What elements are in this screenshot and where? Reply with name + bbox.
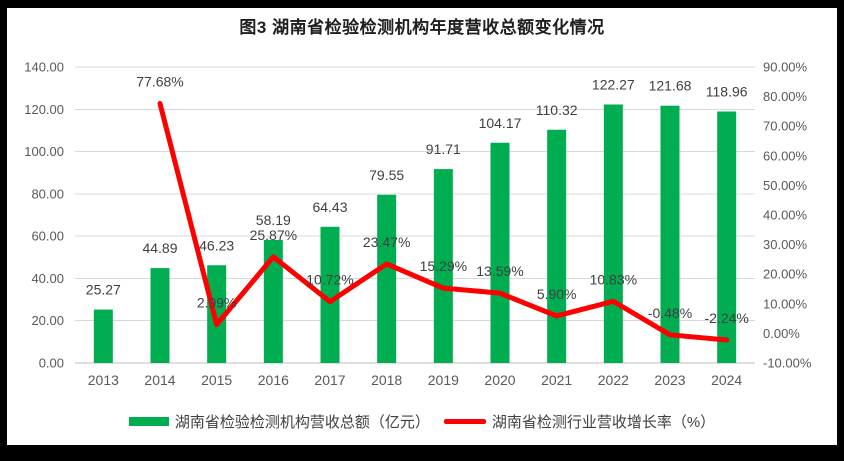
left-axis-tick: 100.00 bbox=[24, 144, 64, 159]
category-label-2013: 2013 bbox=[88, 372, 119, 388]
category-label-2020: 2020 bbox=[484, 372, 515, 388]
left-axis-tick: 140.00 bbox=[24, 60, 64, 75]
growth-value-label-2015: 2.99% bbox=[197, 295, 237, 311]
growth-value-label-2024: -2.24% bbox=[704, 310, 748, 326]
bar-value-label-2015: 46.23 bbox=[199, 237, 234, 253]
growth-value-label-2022: 10.83% bbox=[590, 271, 637, 287]
left-axis-tick: 80.00 bbox=[31, 186, 64, 201]
category-label-2016: 2016 bbox=[258, 372, 289, 388]
bar-2023 bbox=[660, 105, 680, 364]
bar-2019 bbox=[433, 169, 453, 363]
right-axis-tick: 40.00% bbox=[763, 208, 808, 223]
category-label-2021: 2021 bbox=[541, 372, 572, 388]
left-axis-tick: 40.00 bbox=[31, 271, 64, 286]
bar-value-label-2020: 104.17 bbox=[479, 115, 522, 131]
right-axis-tick: 70.00% bbox=[763, 119, 808, 134]
right-axis-tick: 80.00% bbox=[763, 89, 808, 104]
bar-2024 bbox=[717, 111, 737, 363]
bar-value-label-2019: 91.71 bbox=[426, 141, 461, 157]
category-label-2024: 2024 bbox=[711, 372, 742, 388]
right-axis-tick: 10.00% bbox=[763, 296, 808, 311]
chart-background bbox=[7, 8, 837, 445]
bar-2021 bbox=[547, 129, 567, 363]
bar-value-label-2017: 64.43 bbox=[312, 199, 347, 215]
right-axis-tick: 0.00% bbox=[763, 326, 800, 341]
bar-2020 bbox=[490, 142, 510, 363]
legend-revenue-label: 湖南省检验检测机构营收总额（亿元） bbox=[174, 414, 430, 431]
growth-line bbox=[157, 100, 730, 343]
left-axis-tick: 60.00 bbox=[31, 229, 64, 244]
bar-2013 bbox=[93, 309, 113, 363]
bar-value-label-2016: 58.19 bbox=[256, 212, 291, 228]
growth-value-label-2020: 13.59% bbox=[476, 263, 523, 279]
right-axis-tick: 50.00% bbox=[763, 178, 808, 193]
growth-value-label-2016: 25.87% bbox=[250, 227, 297, 243]
right-axis-tick: 60.00% bbox=[763, 148, 808, 163]
growth-value-label-2021: 5.90% bbox=[537, 286, 577, 302]
growth-value-label-2023: -0.48% bbox=[648, 305, 692, 321]
growth-value-label-2018: 23.47% bbox=[363, 234, 410, 250]
category-label-2017: 2017 bbox=[314, 372, 345, 388]
right-axis-tick: 90.00% bbox=[763, 60, 808, 75]
growth-line-swatch-icon bbox=[443, 419, 486, 424]
bar-value-label-2013: 25.27 bbox=[86, 282, 121, 298]
bar-value-label-2021: 110.32 bbox=[536, 102, 578, 118]
legend-item-revenue: 湖南省检验检测机构营收总额（亿元） bbox=[128, 411, 430, 432]
category-label-2022: 2022 bbox=[598, 372, 629, 388]
left-axis-tick: 0.00 bbox=[39, 356, 64, 371]
growth-value-label-2019: 15.29% bbox=[420, 258, 467, 274]
bar-2015 bbox=[207, 265, 227, 363]
right-axis-tick: -10.00% bbox=[763, 356, 812, 371]
chart-title: 图3 湖南省检验检测机构年度营收总额变化情况 bbox=[239, 18, 605, 37]
category-label-2018: 2018 bbox=[371, 372, 402, 388]
bar-value-label-2022: 122.27 bbox=[592, 76, 635, 92]
bar-2014 bbox=[150, 268, 170, 363]
left-axis-tick: 20.00 bbox=[31, 313, 64, 328]
bar-value-label-2023: 121.68 bbox=[649, 78, 692, 94]
bar-value-label-2024: 118.96 bbox=[706, 83, 748, 99]
growth-value-label-2017: 10.72% bbox=[306, 272, 353, 288]
bar-2022 bbox=[603, 104, 623, 364]
bar-2016 bbox=[263, 239, 283, 363]
growth-value-label-2014: 77.68% bbox=[136, 73, 183, 89]
legend-item-growth: 湖南省检测行业营收增长率（%） bbox=[443, 411, 716, 432]
bar-2017 bbox=[320, 226, 340, 363]
category-label-2019: 2019 bbox=[428, 372, 459, 388]
right-axis-tick: 30.00% bbox=[763, 237, 808, 252]
category-label-2015: 2015 bbox=[201, 372, 232, 388]
right-axis-tick: 20.00% bbox=[763, 267, 808, 282]
chart-legend: 湖南省检验检测机构营收总额（亿元） 湖南省检测行业营收增长率（%） bbox=[0, 411, 844, 432]
bar-value-label-2014: 44.89 bbox=[142, 240, 177, 256]
bar-2018 bbox=[377, 194, 397, 363]
revenue-bar-swatch-icon bbox=[128, 417, 169, 426]
bar-value-label-2018: 79.55 bbox=[369, 167, 404, 183]
category-label-2023: 2023 bbox=[654, 372, 685, 388]
left-axis-tick: 120.00 bbox=[24, 102, 64, 117]
category-label-2014: 2014 bbox=[144, 372, 175, 388]
legend-growth-label: 湖南省检测行业营收增长率（%） bbox=[491, 414, 716, 431]
